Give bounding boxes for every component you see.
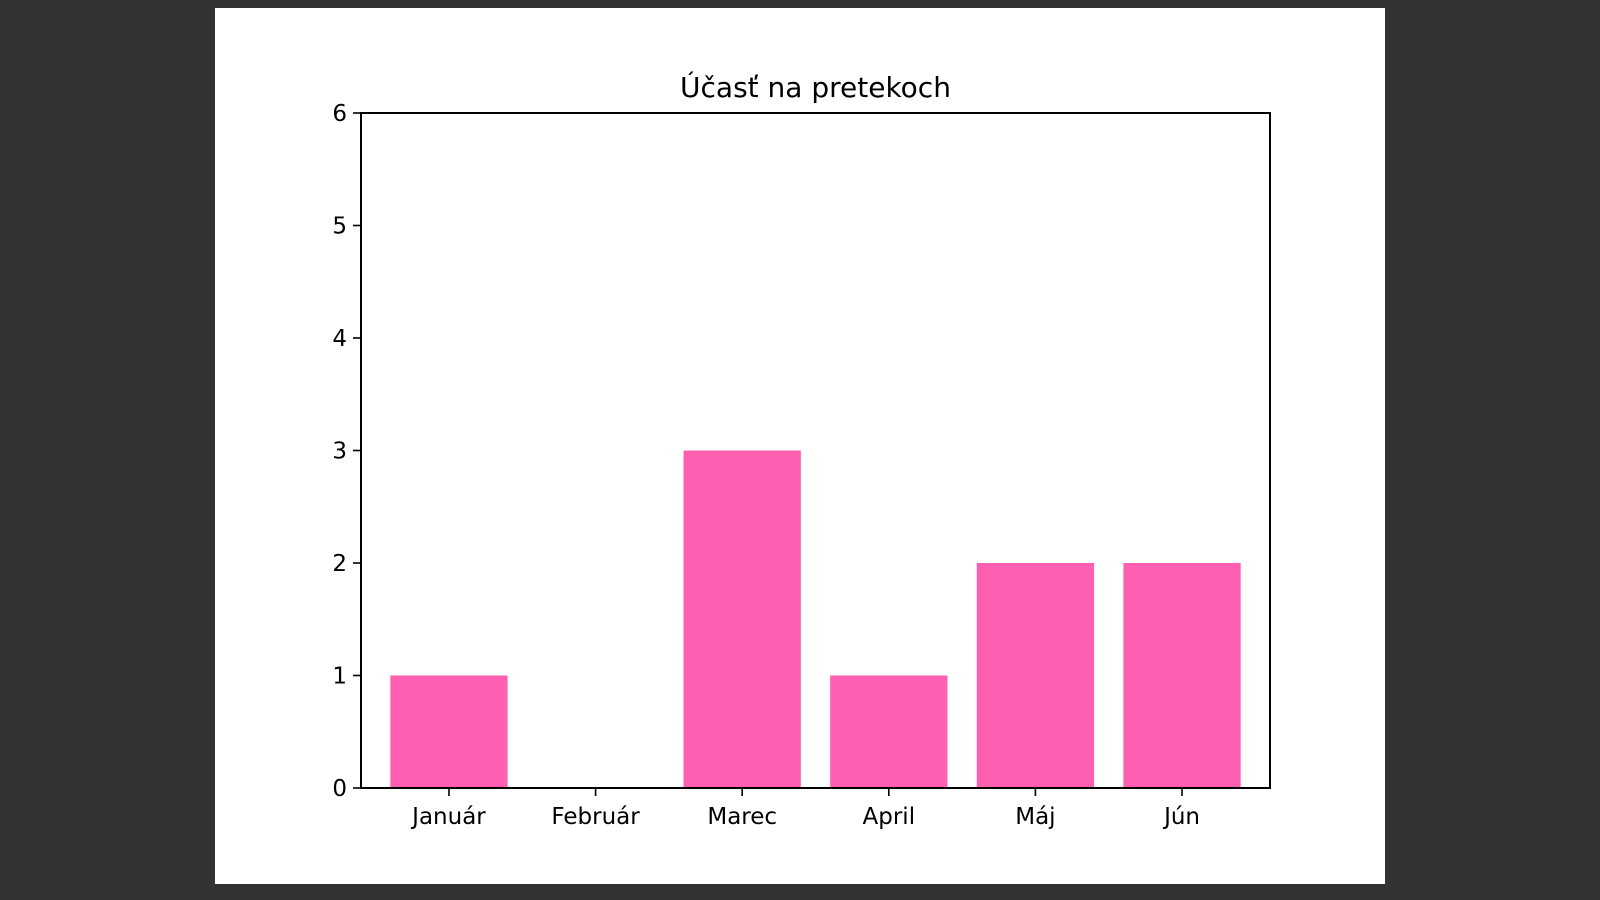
- chart-figure: Účasť na pretekoch 0 1 2 3 4 5 6 Január Február…: [215, 8, 1385, 884]
- bars-layer: [390, 450, 1241, 788]
- x-tick-label-0: Január: [410, 804, 486, 830]
- y-axis: 0 1 2 3 4 5 6: [332, 101, 361, 802]
- y-tick-label-5: 5: [332, 214, 347, 240]
- y-tick-label-3: 3: [332, 439, 347, 465]
- chart-title: Účasť na pretekoch: [680, 70, 951, 104]
- bar-5: [1123, 563, 1241, 788]
- bar-2: [683, 450, 801, 788]
- x-axis: Január Február Marec April Máj Jún: [410, 788, 1200, 830]
- y-tick-label-6: 6: [332, 101, 347, 127]
- y-tick-label-4: 4: [332, 326, 347, 352]
- y-tick-label-0: 0: [332, 776, 347, 802]
- bar-chart: Účasť na pretekoch 0 1 2 3 4 5 6 Január Február…: [332, 70, 1271, 830]
- x-tick-label-4: Máj: [1015, 804, 1055, 830]
- bar-4: [976, 563, 1095, 788]
- y-tick-label-2: 2: [332, 551, 347, 577]
- x-tick-label-1: Február: [551, 804, 640, 830]
- y-tick-label-1: 1: [332, 664, 347, 690]
- bar-3: [830, 675, 948, 788]
- plot-frame: [360, 112, 1271, 789]
- x-tick-label-2: Marec: [707, 804, 777, 830]
- bar-0: [390, 675, 508, 788]
- x-tick-label-3: April: [863, 804, 916, 830]
- x-tick-label-5: Jún: [1162, 804, 1200, 830]
